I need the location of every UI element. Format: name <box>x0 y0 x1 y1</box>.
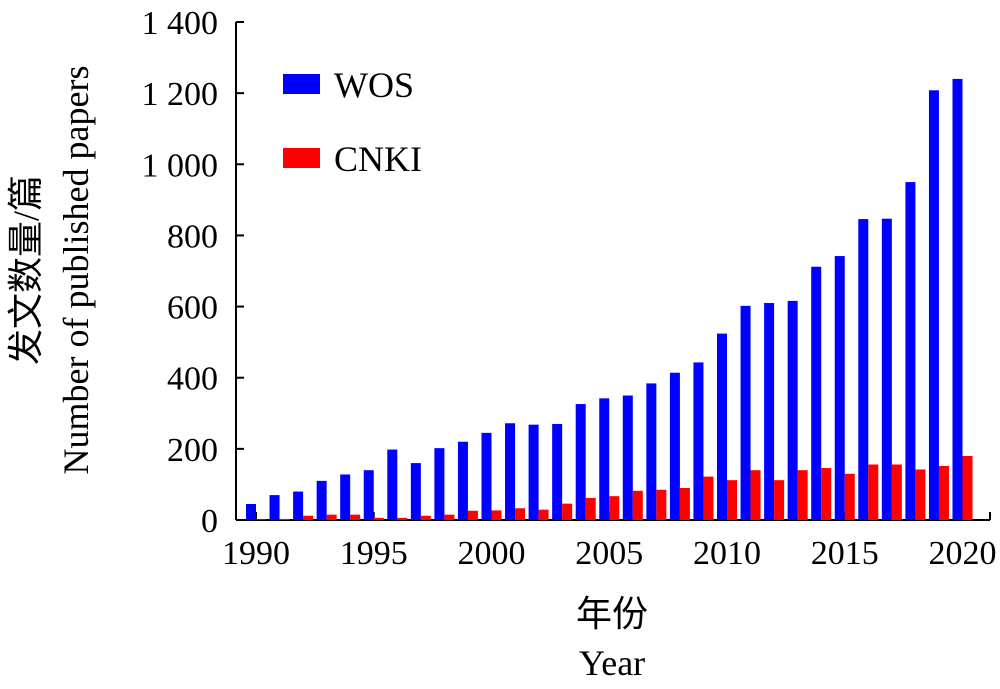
bar-cnki-1994 <box>350 514 361 520</box>
bar-wos-2000 <box>481 432 492 520</box>
x-tick-label: 2010 <box>693 535 761 572</box>
bar-wos-2020 <box>952 78 963 521</box>
bar-cnki-2005 <box>609 496 620 520</box>
bar-cnki-2001 <box>515 508 526 520</box>
bar-cnki-2008 <box>679 487 690 520</box>
y-tick-label: 200 <box>167 432 218 469</box>
bar-wos-1994 <box>340 474 351 520</box>
bar-wos-2004 <box>575 404 586 520</box>
x-axis-title-en: Year <box>579 643 645 683</box>
plot-area: 0 200 400 600 800 1 000 1 200 1 400 1990 1995 200… <box>142 5 997 572</box>
bar-wos-1997 <box>410 463 421 520</box>
x-tick-label: 1995 <box>340 535 408 572</box>
y-axis-title-cn: 发文数量/篇 <box>6 175 46 365</box>
bar-wos-2008 <box>669 372 680 520</box>
bar-cnki-2007 <box>656 489 667 520</box>
x-tick-label: 2015 <box>811 535 879 572</box>
bar-cnki-2018 <box>915 469 926 520</box>
x-ticks: 1990 1995 2000 2005 2010 2015 2020 <box>222 512 997 572</box>
bar-cnki-2002 <box>538 509 549 520</box>
bar-wos-2001 <box>505 423 516 520</box>
x-tick-label: 1990 <box>222 535 290 572</box>
bars <box>246 78 973 521</box>
bar-wos-2007 <box>646 383 657 520</box>
legend-label-wos: WOS <box>334 65 414 105</box>
bar-wos-2015 <box>834 256 845 520</box>
bar-wos-2017 <box>881 218 892 520</box>
bar-wos-1999 <box>457 441 468 520</box>
bar-cnki-1991 <box>279 518 290 520</box>
bar-wos-1991 <box>269 495 280 520</box>
y-tick-label: 800 <box>167 218 218 255</box>
bar-cnki-2014 <box>821 468 832 520</box>
bar-wos-2012 <box>764 303 775 520</box>
bar-wos-2014 <box>811 266 822 520</box>
y-axis-title-en: Number of published papers <box>56 66 96 475</box>
bar-cnki-1992 <box>303 515 314 520</box>
bar-wos-2018 <box>905 182 916 521</box>
bar-cnki-2016 <box>868 464 879 520</box>
bar-cnki-2009 <box>703 476 714 520</box>
bar-cnki-2013 <box>797 470 808 520</box>
x-tick-label: 2020 <box>929 535 997 572</box>
y-tick-label: 600 <box>167 290 218 327</box>
x-tick-label: 2000 <box>458 535 526 572</box>
bar-cnki-2011 <box>750 470 761 520</box>
bar-cnki-2019 <box>938 465 949 520</box>
bar-cnki-2017 <box>891 464 902 520</box>
bar-wos-2019 <box>928 90 939 520</box>
bar-wos-2016 <box>858 219 869 520</box>
bar-cnki-2006 <box>632 490 643 520</box>
legend-swatch-wos <box>283 74 320 94</box>
bar-cnki-1993 <box>326 514 337 520</box>
x-tick-label: 2005 <box>575 535 643 572</box>
bar-wos-2013 <box>787 300 798 520</box>
bar-wos-1993 <box>316 480 327 520</box>
bar-cnki-1999 <box>467 510 478 520</box>
legend: WOS CNKI <box>283 65 422 179</box>
bar-cnki-2000 <box>491 510 502 520</box>
bar-cnki-1998 <box>444 514 455 520</box>
bar-wos-2006 <box>622 395 633 520</box>
bar-wos-2003 <box>552 423 563 520</box>
bar-cnki-2003 <box>562 503 573 520</box>
bar-cnki-2015 <box>844 473 855 520</box>
y-ticks: 0 200 400 600 800 1 000 1 200 1 400 <box>142 5 244 540</box>
y-tick-label: 400 <box>167 361 218 398</box>
bar-cnki-2012 <box>774 480 785 520</box>
bar-cnki-2020 <box>962 455 973 520</box>
legend-label-cnki: CNKI <box>334 139 422 179</box>
bar-wos-2005 <box>599 398 610 520</box>
y-tick-label: 1 400 <box>142 5 219 42</box>
bar-cnki-2010 <box>727 480 737 520</box>
bar-cnki-1990 <box>256 519 266 520</box>
bar-wos-1995 <box>363 470 374 520</box>
y-tick-label: 1 000 <box>142 147 219 184</box>
bar-wos-2010 <box>717 333 727 520</box>
bar-wos-1998 <box>434 448 445 520</box>
bar-wos-1990 <box>246 503 256 520</box>
y-tick-label: 0 <box>201 503 218 540</box>
legend-swatch-cnki <box>283 148 320 168</box>
y-tick-label: 1 200 <box>142 76 219 113</box>
bar-cnki-1996 <box>397 517 408 520</box>
bar-wos-2009 <box>693 362 704 520</box>
bar-wos-2011 <box>740 305 751 520</box>
bar-wos-1992 <box>293 491 304 520</box>
bar-cnki-1995 <box>373 517 384 520</box>
bar-wos-1996 <box>387 449 398 520</box>
bar-wos-2002 <box>528 424 539 520</box>
bar-cnki-1997 <box>420 515 431 520</box>
bar-cnki-2004 <box>585 497 596 520</box>
x-axis-title-cn: 年份 <box>576 594 648 634</box>
